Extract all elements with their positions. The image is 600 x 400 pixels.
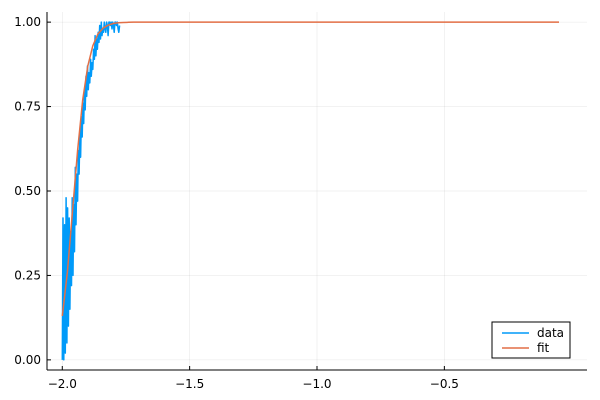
y-tick-label: 0.25 <box>14 268 41 282</box>
x-axis-ticks: −2.0 −1.5 −1.0 −0.5 <box>48 366 459 391</box>
y-tick-label: 1.00 <box>14 15 41 29</box>
y-tick-label: 0.00 <box>14 353 41 367</box>
y-tick-label: 0.50 <box>14 184 41 198</box>
x-tick-label: −2.0 <box>48 377 77 391</box>
x-tick-label: −1.0 <box>302 377 331 391</box>
series-layer <box>61 21 559 361</box>
series-fit-line <box>61 21 559 317</box>
legend: data fit <box>491 321 571 359</box>
legend-data-label: data <box>537 326 564 340</box>
y-tick-label: 0.75 <box>14 100 41 114</box>
x-tick-label: −0.5 <box>430 377 459 391</box>
x-tick-label: −1.5 <box>175 377 204 391</box>
y-axis-ticks: 0.00 0.25 0.50 0.75 1.00 <box>14 15 51 367</box>
legend-box <box>491 321 571 359</box>
legend-fit-label: fit <box>537 341 550 355</box>
